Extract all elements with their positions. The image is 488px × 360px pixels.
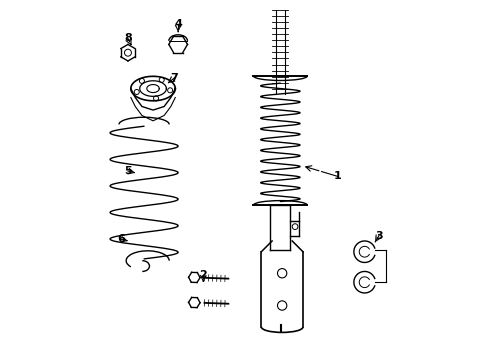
Text: 3: 3 xyxy=(374,231,382,240)
Text: 7: 7 xyxy=(170,73,178,83)
Text: 5: 5 xyxy=(124,166,131,176)
Text: 6: 6 xyxy=(117,234,124,244)
Text: 8: 8 xyxy=(124,33,132,43)
Text: 4: 4 xyxy=(174,19,182,29)
Text: 1: 1 xyxy=(333,171,341,181)
Text: 2: 2 xyxy=(199,270,207,280)
